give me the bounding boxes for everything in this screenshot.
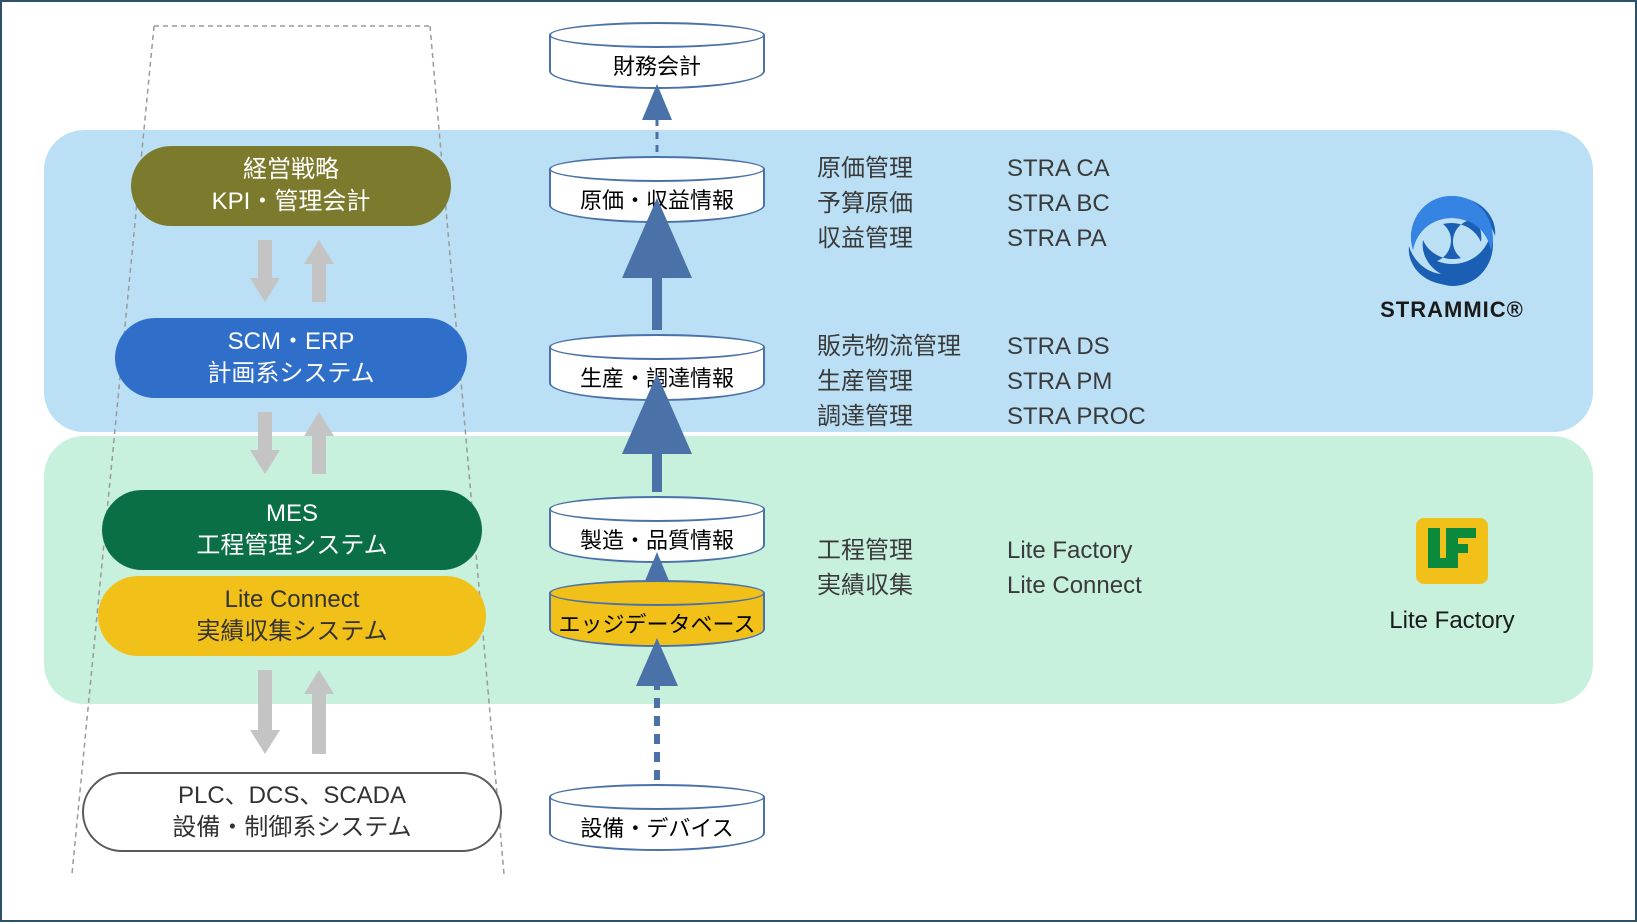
detail-item: 販売物流管理 (817, 330, 987, 365)
cyl-cost: 原価・収益情報 (549, 156, 765, 223)
detail-item: 収益管理 (817, 222, 987, 257)
detail-item: 実績収集 (817, 569, 987, 604)
detail-product: Lite Factory (1007, 534, 1207, 569)
pill-line: 経営戦略 (131, 154, 451, 186)
detail-product: STRA DS (1007, 330, 1207, 365)
pill-line: KPI・管理会計 (131, 186, 451, 218)
gray-arrows-2 (240, 404, 344, 482)
detail-product: STRA BC (1007, 187, 1207, 222)
detail-product: STRA PROC (1007, 400, 1207, 435)
detail-item: 原価管理 (817, 152, 987, 187)
pill-line: 実績収集システム (98, 616, 486, 648)
detail-item: 調達管理 (817, 400, 987, 435)
logo-litefactory: Lite Factory (1342, 510, 1562, 635)
detail-product: STRA PM (1007, 365, 1207, 400)
pill-line: Lite Connect (98, 584, 486, 616)
cyl-label: エッジデータベース (559, 612, 756, 637)
pill-line: MES (102, 498, 482, 530)
pill-strategy: 経営戦略 KPI・管理会計 (131, 146, 451, 226)
cyl-finance: 財務会計 (549, 22, 765, 89)
gray-arrows-3 (240, 662, 344, 762)
detail-product: Lite Connect (1007, 569, 1207, 604)
pill-line: PLC、DCS、SCADA (84, 780, 500, 812)
details-cost: 原価管理 予算原価 収益管理 STRA CA STRA BC STRA PA (817, 152, 1207, 256)
cyl-manufacturing: 製造・品質情報 (549, 496, 765, 563)
litefactory-icon (1402, 510, 1502, 600)
cyl-label: 製造・品質情報 (580, 528, 734, 553)
cyl-label: 生産・調達情報 (580, 366, 734, 391)
logo-label: Lite Factory (1342, 607, 1562, 635)
detail-item: 生産管理 (817, 365, 987, 400)
pill-line: 計画系システム (115, 358, 467, 390)
details-production: 販売物流管理 生産管理 調達管理 STRA DS STRA PM STRA PR… (817, 330, 1207, 434)
cyl-production: 生産・調達情報 (549, 334, 765, 401)
cyl-label: 財務会計 (613, 54, 701, 79)
detail-product: STRA CA (1007, 152, 1207, 187)
pill-line: 工程管理システム (102, 530, 482, 562)
pill-scm-erp: SCM・ERP 計画系システム (115, 318, 467, 398)
pill-mes: MES 工程管理システム (102, 490, 482, 570)
cyl-device: 設備・デバイス (549, 784, 765, 851)
pill-line: SCM・ERP (115, 326, 467, 358)
cyl-label: 原価・収益情報 (580, 188, 734, 213)
gray-arrows-1 (240, 232, 344, 310)
cyl-label: 設備・デバイス (580, 816, 733, 841)
pill-plc: PLC、DCS、SCADA 設備・制御系システム (82, 772, 502, 852)
pill-liteconnect: Lite Connect 実績収集システム (98, 576, 486, 656)
logo-label: STRAMMIC® (1342, 297, 1562, 323)
detail-item: 工程管理 (817, 534, 987, 569)
pill-line: 設備・制御系システム (84, 812, 500, 844)
details-mes: 工程管理 実績収集 Lite Factory Lite Connect (817, 534, 1207, 604)
logo-strammic: STRAMMIC® (1342, 188, 1562, 323)
cyl-edge: エッジデータベース (549, 580, 765, 647)
detail-item: 予算原価 (817, 187, 987, 222)
strammic-icon (1397, 188, 1507, 288)
detail-product: STRA PA (1007, 222, 1207, 257)
